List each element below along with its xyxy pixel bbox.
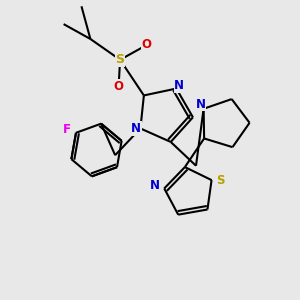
Text: O: O — [114, 80, 124, 93]
Text: O: O — [142, 38, 152, 51]
Text: N: N — [131, 122, 141, 135]
Text: S: S — [216, 174, 225, 187]
Text: N: N — [150, 179, 160, 192]
Text: N: N — [174, 79, 184, 92]
Text: N: N — [196, 98, 206, 111]
Text: S: S — [116, 53, 124, 66]
Text: F: F — [63, 123, 71, 136]
